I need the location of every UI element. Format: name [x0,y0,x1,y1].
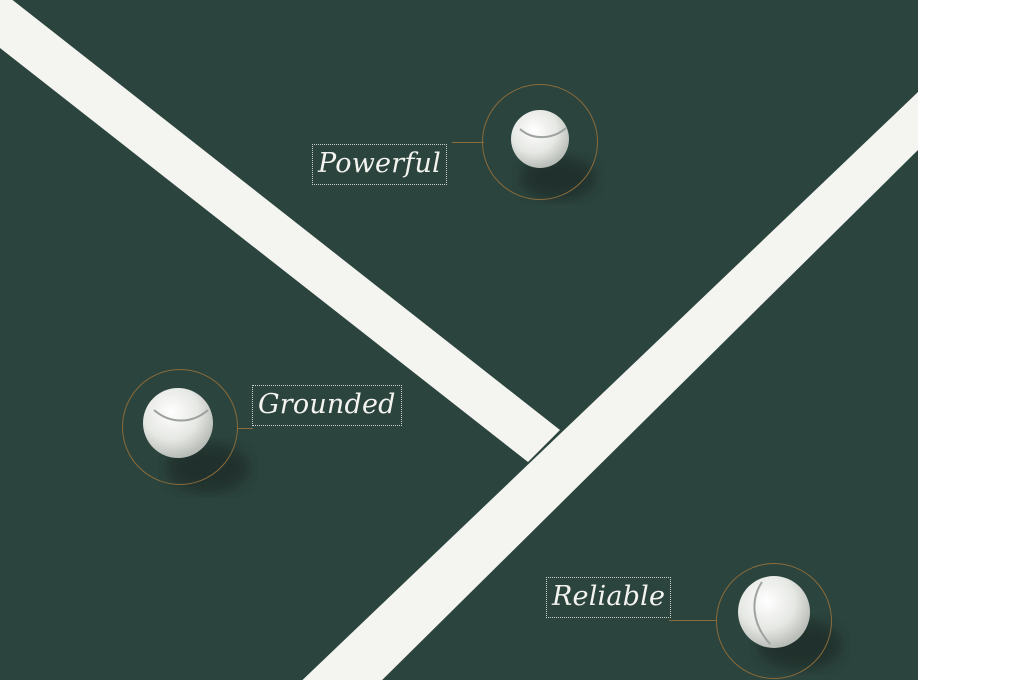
tennis-court-photo: Powerful Grounded Reliable [0,0,918,680]
callout-ring-grounded [122,369,238,485]
callout-connector-grounded [237,428,253,429]
callout-connector-reliable [669,620,717,621]
callout-ring-powerful [482,84,598,200]
callout-connector-powerful [452,142,484,143]
callout-ring-reliable [716,563,832,679]
label-powerful: Powerful [312,144,447,185]
label-reliable: Reliable [546,577,671,618]
label-grounded: Grounded [252,385,402,426]
